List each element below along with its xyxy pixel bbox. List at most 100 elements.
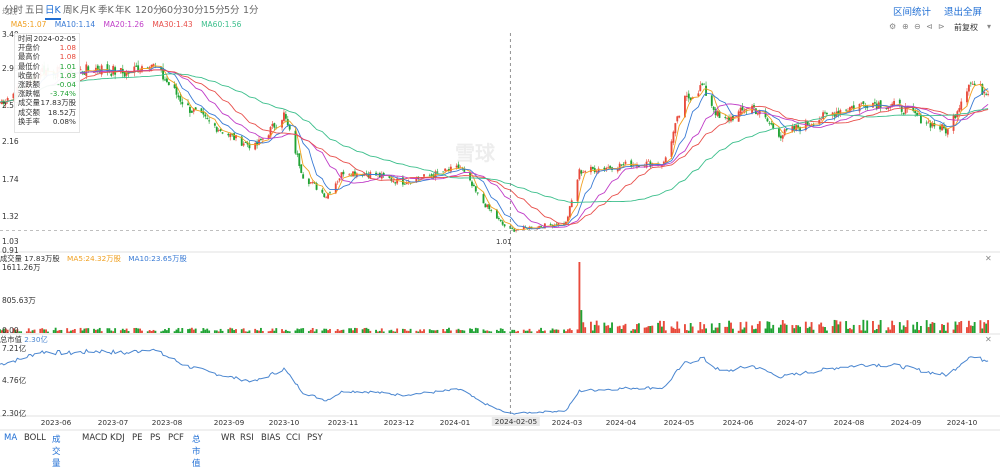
candle-body [565, 221, 567, 225]
indicator-tab-11[interactable]: BIAS [261, 433, 281, 443]
period-tab-10[interactable]: 15分 [203, 5, 225, 16]
indicator-tab-13[interactable]: PSY [307, 433, 323, 443]
volume-bar [662, 321, 665, 333]
volume-bar [952, 329, 955, 333]
x-axis-label: 2024-08 [833, 418, 865, 427]
volume-bar [651, 325, 654, 333]
volume-bar [943, 324, 945, 333]
candle-body [283, 112, 285, 121]
volume-bar [728, 320, 731, 333]
candle-body [799, 127, 801, 131]
move-right-icon[interactable]: ⊳ [938, 22, 945, 31]
volume-bar [820, 322, 823, 333]
indicator-tab-3[interactable]: MACD [82, 433, 108, 443]
x-axis-label: 2024-01 [439, 418, 471, 427]
volume-bar [448, 327, 450, 333]
x-axis-label: 2024-10 [946, 418, 978, 427]
candle-body [672, 131, 675, 143]
volume-bar [933, 322, 936, 333]
candle-body [839, 110, 842, 115]
volume-bar [307, 331, 310, 333]
volume-bar [858, 325, 861, 333]
candle-body [578, 169, 581, 180]
volume-bar [133, 328, 136, 333]
indicator-tab-12[interactable]: CCI [286, 433, 301, 443]
candle-body [495, 209, 498, 219]
period-tab-6[interactable]: 年K [115, 5, 131, 16]
volume-bar [461, 330, 464, 333]
info-row: 收盘价 1.03 [15, 71, 79, 80]
period-tab-8[interactable]: 60分 [161, 5, 183, 16]
move-left-icon[interactable]: ⊲ [926, 22, 933, 31]
volume-bar [684, 324, 686, 333]
candle-body [348, 174, 351, 176]
indicator-tab-4[interactable]: KDJ [110, 433, 125, 443]
volume-bar [726, 326, 729, 333]
adjust-dropdown-icon[interactable]: ▾ [987, 22, 992, 31]
candle-body [259, 138, 262, 140]
volume-bar [730, 322, 732, 333]
volume-bar [213, 330, 216, 333]
period-tab-3[interactable]: 周K [63, 5, 79, 16]
info-label: 收盘价 [18, 70, 40, 80]
volume-bar [591, 330, 594, 333]
volume-bar [482, 329, 485, 333]
indicator-tab-8[interactable]: 总市值 [192, 435, 201, 469]
candle-body [428, 175, 431, 177]
indicator-tab-7[interactable]: PCF [168, 433, 184, 443]
candle-body [229, 133, 232, 138]
x-axis-label: 2024-05 [663, 418, 695, 427]
period-tab-12[interactable]: 1分 [243, 5, 259, 16]
candle-body [893, 101, 896, 106]
candle-body [584, 171, 587, 173]
indicator-tab-0[interactable]: MA [4, 433, 18, 443]
zoom-in-icon[interactable]: ⊕ [902, 22, 909, 31]
fullscreen-link[interactable]: 退出全屏 [944, 7, 983, 18]
candle-body [446, 169, 448, 171]
volume-bar [889, 329, 892, 333]
period-tab-1[interactable]: 五日 [25, 5, 45, 16]
volume-close-icon[interactable]: ✕ [985, 254, 992, 263]
volume-bar [745, 321, 748, 333]
period-tab-4[interactable]: 月K [80, 5, 96, 16]
period-tab-7[interactable]: 120分 [135, 5, 163, 16]
period-tab-2[interactable]: 日K [45, 5, 61, 20]
candle-body [110, 73, 113, 76]
settings-icon[interactable]: ⚙ [889, 22, 897, 31]
zoom-out-icon[interactable]: ⊖ [914, 22, 921, 31]
mcap-close-icon[interactable]: ✕ [985, 335, 992, 344]
indicator-tab-2[interactable]: 成交量 [52, 435, 61, 469]
indicator-tab-6[interactable]: PS [150, 433, 161, 443]
mcap-header: 总市值 2.30亿 [0, 335, 48, 345]
candle-body [499, 219, 502, 222]
period-tab-11[interactable]: 5分 [224, 5, 240, 16]
candle-body [455, 165, 458, 168]
candle-body [325, 197, 328, 199]
volume-bar [553, 329, 556, 333]
volume-bar [355, 328, 358, 333]
indicator-tab-1[interactable]: BOLL [24, 433, 46, 443]
volume-bar [634, 329, 636, 333]
stats-link[interactable]: 区间统计 [893, 7, 932, 18]
candle-body [637, 165, 640, 167]
candle-body [927, 121, 930, 123]
indicator-tab-5[interactable]: PE [132, 433, 143, 443]
volume-bar [192, 329, 195, 333]
candle-body [221, 132, 224, 134]
indicator-tab-10[interactable]: RSI [240, 433, 254, 443]
candle-body [697, 93, 700, 97]
info-label: 时间 [18, 34, 33, 43]
candle-body [231, 134, 234, 136]
candle-body [133, 66, 136, 73]
candle-body [739, 107, 742, 114]
period-tab-9[interactable]: 30分 [182, 5, 204, 16]
volume-bar [334, 330, 337, 333]
kline-chart-canvas[interactable] [0, 0, 1000, 456]
adjust-label[interactable]: 前复权 [954, 23, 978, 32]
indicator-tab-9[interactable]: WR [221, 433, 236, 443]
volume-bar [194, 328, 197, 333]
volume-bar [474, 327, 477, 333]
period-tab-0[interactable]: 分时 [4, 5, 24, 16]
candle-body [396, 178, 399, 184]
period-tab-5[interactable]: 季K [98, 5, 114, 16]
